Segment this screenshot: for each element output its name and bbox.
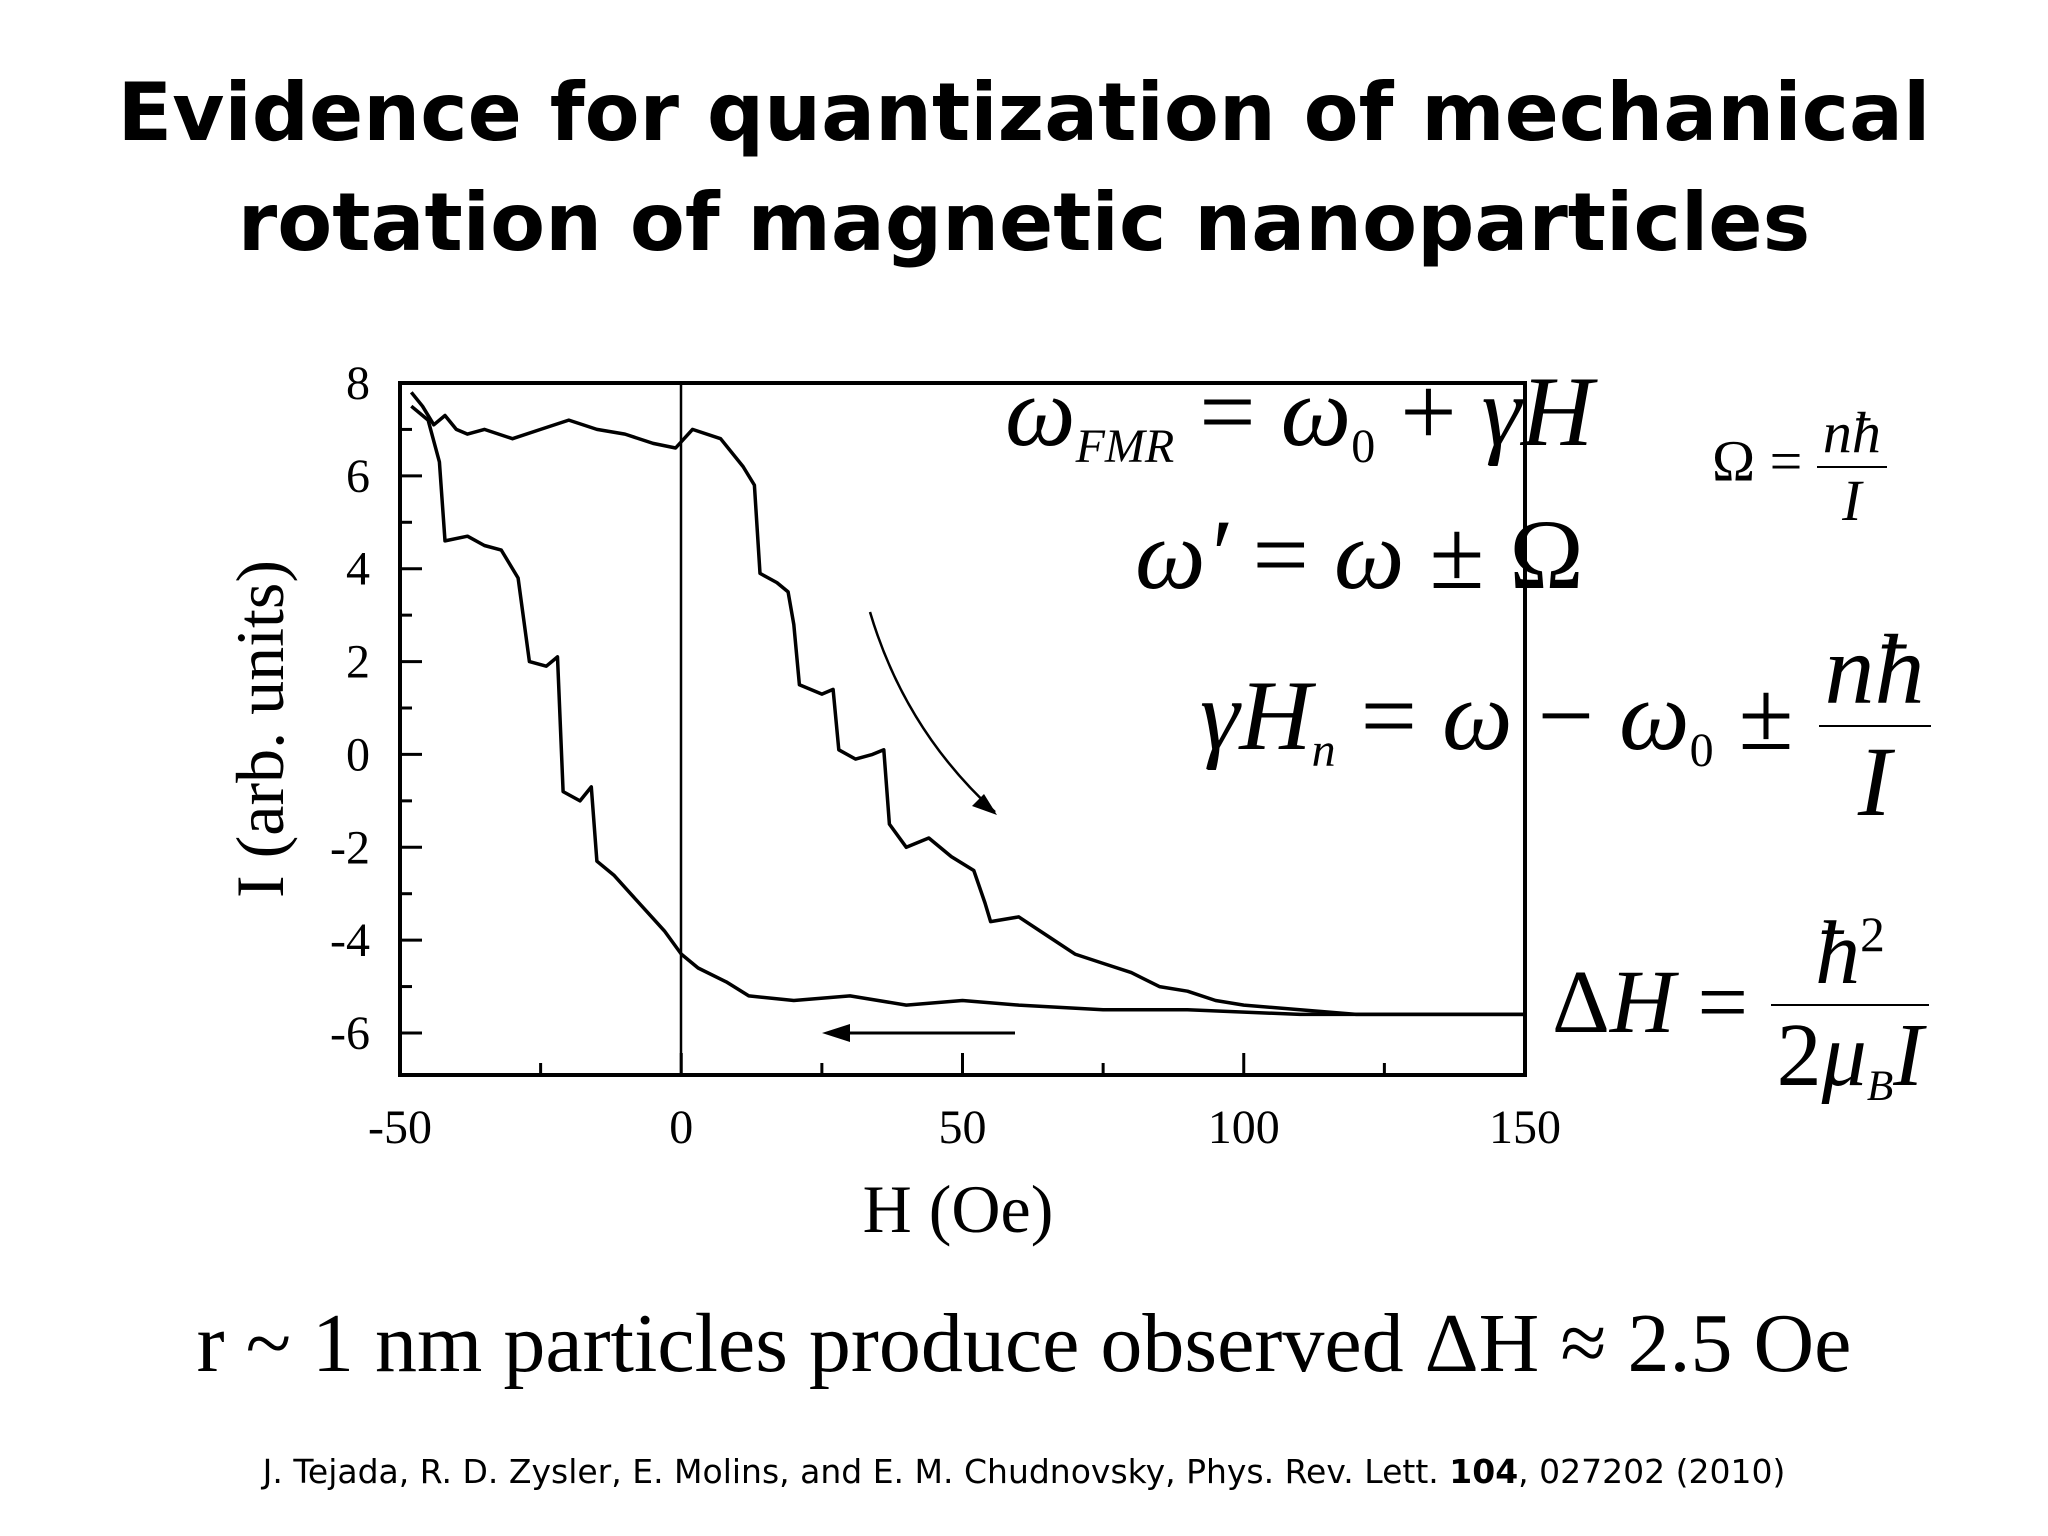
series-line-1 <box>409 391 1525 1017</box>
series-layer <box>409 391 1525 1017</box>
sweep-arrow-upper-head <box>972 794 997 815</box>
tick-layer <box>398 381 1527 1075</box>
title-line-2: rotation of magnetic nanoparticles <box>237 176 1811 269</box>
y-tick-label: 4 <box>346 543 370 596</box>
citation-volume: 104 <box>1449 1452 1519 1491</box>
citation: J. Tejada, R. D. Zysler, E. Molins, and … <box>0 1452 2048 1491</box>
y-tick-label: -6 <box>330 1007 370 1060</box>
x-tick-label: 50 <box>939 1101 987 1154</box>
sweep-arrow-lower-head <box>822 1024 850 1042</box>
equation-delta-h: ΔH = ħ2 2μBI <box>1552 885 1930 1137</box>
title-line-1: Evidence for quantization of mechanical <box>117 66 1931 159</box>
summary-text: r ~ 1 nm particles produce observed ΔH ≈… <box>196 1297 1852 1390</box>
sweep-arrow-upper <box>868 611 996 813</box>
y-tick-label: 2 <box>346 636 370 689</box>
y-tick-label: -2 <box>330 821 370 874</box>
x-tick-label: 100 <box>1208 1101 1280 1154</box>
equation-fmr: ωFMR = ω0 + γH <box>1005 356 1594 473</box>
x-tick-label: 0 <box>669 1101 693 1154</box>
citation-pages: , 027202 (2010) <box>1518 1452 1786 1491</box>
series-line-2 <box>410 404 1525 1017</box>
y-axis-label: I (arb. units) <box>222 560 298 898</box>
y-tick-label: 0 <box>346 728 370 781</box>
citation-authors: J. Tejada, R. D. Zysler, E. Molins, and … <box>262 1452 1450 1491</box>
tick-label-layer: 8 6 4 2 0 -2 -4 -6 -50 0 50 100 150 <box>330 357 1561 1154</box>
y-tick-label: 6 <box>346 450 370 503</box>
equation-resonance-field: γHn = ω − ω0 ± nħ I <box>1200 615 1931 837</box>
y-tick-label: -4 <box>330 914 370 967</box>
x-tick-label: 150 <box>1489 1101 1561 1154</box>
y-tick-label: 8 <box>346 357 370 410</box>
slide-title: Evidence for quantization of mechanical … <box>0 58 2048 278</box>
equation-rotation-frequency: Ω = nħ I <box>1712 400 1887 534</box>
equation-frequency-shift: ω′ = ω ± Ω <box>1135 499 1584 610</box>
x-axis-label: H (Oe) <box>863 1171 1054 1247</box>
x-tick-label: -50 <box>368 1101 432 1154</box>
